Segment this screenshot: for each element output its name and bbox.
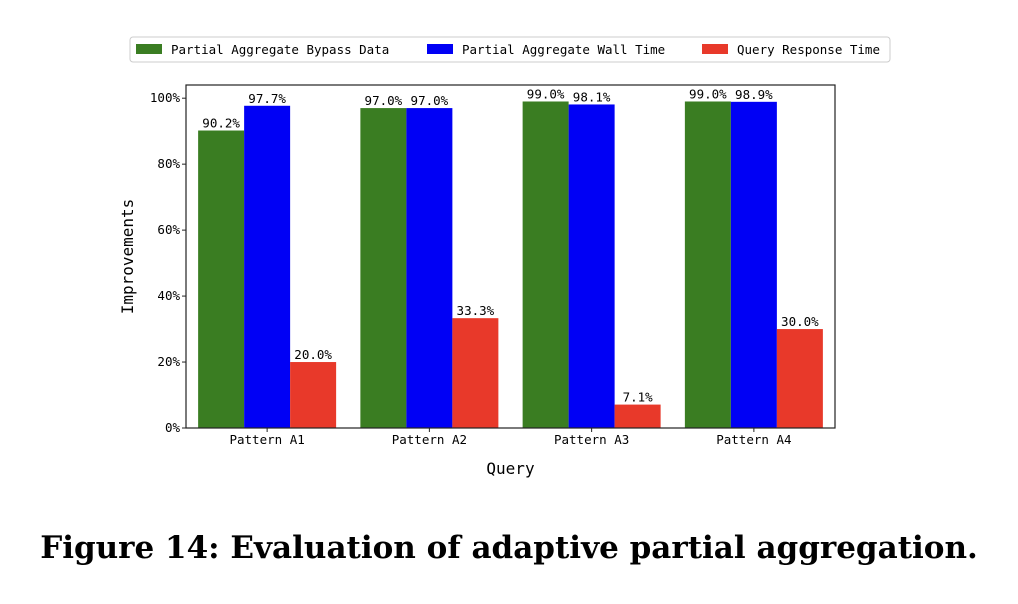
bar-chart: 90.2% 97.0% 99.0% 99.0% 97.7% 97.0% 98.1% 98.9%… [118, 36, 891, 478]
legend-label: Query Response Time [737, 42, 880, 57]
bar [522, 101, 569, 428]
data-label: 97.0% [411, 93, 449, 108]
bar [406, 108, 453, 428]
bar [452, 318, 499, 428]
data-label: 33.3% [457, 303, 495, 318]
plot-frame [185, 84, 836, 429]
data-label: 99.0% [527, 86, 565, 101]
x-tick-label: Pattern A3 [554, 432, 629, 447]
bar [776, 329, 823, 428]
figure-caption: Figure 14: Evaluation of adaptive partia… [40, 530, 978, 566]
bar [198, 130, 245, 428]
data-label: 20.0% [294, 347, 332, 362]
legend-swatch [702, 44, 728, 54]
legend-swatch [136, 44, 162, 54]
y-tick-label: 40% [157, 288, 180, 303]
bar [614, 404, 661, 428]
x-axis-label: Query [486, 459, 535, 478]
bar [730, 101, 777, 428]
data-label: 99.0% [689, 86, 727, 101]
y-axis-label: Improvements [118, 199, 137, 315]
legend-label: Partial Aggregate Wall Time [462, 42, 665, 57]
bar [684, 101, 731, 428]
y-tick-label: 60% [157, 222, 180, 237]
x-tick-label: Pattern A1 [229, 432, 304, 447]
data-label: 90.2% [202, 116, 240, 131]
x-tick-label: Pattern A4 [716, 432, 791, 447]
data-label: 97.7% [248, 91, 286, 106]
bar [568, 104, 615, 429]
x-tick-label: Pattern A2 [392, 432, 467, 447]
bar [360, 108, 407, 428]
legend-box [129, 36, 891, 63]
y-tick-label: 0% [165, 420, 181, 435]
y-tick-label: 20% [157, 354, 180, 369]
bar [290, 362, 337, 428]
bar [244, 105, 291, 428]
data-label: 7.1% [623, 390, 654, 405]
y-tick-label: 80% [157, 156, 180, 171]
data-label: 98.9% [735, 87, 773, 102]
y-tick-label: 100% [150, 90, 181, 105]
legend-label: Partial Aggregate Bypass Data [171, 42, 389, 57]
data-label: 30.0% [781, 314, 819, 329]
data-label: 97.0% [365, 93, 403, 108]
data-label: 98.1% [573, 89, 611, 104]
legend-swatch [427, 44, 453, 54]
